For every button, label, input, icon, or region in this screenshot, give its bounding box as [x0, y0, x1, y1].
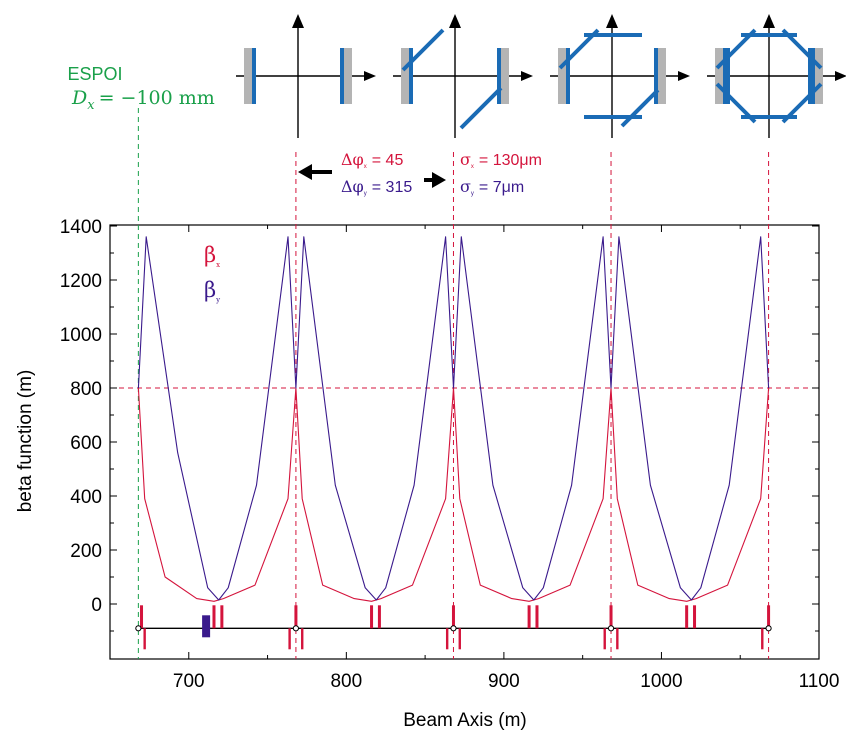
x-tick-label: 900 — [488, 671, 520, 692]
magnet-top — [609, 605, 613, 629]
dphi-x-sub: x — [364, 164, 367, 170]
lattice-marker — [292, 625, 300, 632]
sigma-y-sub: y — [471, 191, 474, 197]
guide-lines — [110, 108, 819, 659]
lattice-dark-block — [202, 615, 211, 638]
magnet-top — [220, 605, 224, 629]
espoi-dispersion-value: = −100 mm — [99, 87, 215, 109]
legend-beta-x-symbol: β — [204, 243, 216, 267]
legend-beta-y-symbol: β — [204, 278, 216, 302]
lattice-marker — [135, 625, 142, 632]
series-beta-y-line — [137, 236, 770, 601]
y-tick-label: 600 — [70, 433, 102, 454]
y-tick-label: 1000 — [60, 325, 102, 346]
magnet-top — [377, 605, 381, 629]
x-tick-label: 800 — [330, 671, 362, 692]
y-tick-label: 200 — [70, 541, 102, 562]
arrow-right-icon — [432, 172, 446, 188]
x-tick-label: 1000 — [640, 671, 682, 692]
legend-beta-y-sub: y — [215, 296, 220, 304]
legend-beta-x: βx — [204, 243, 220, 269]
y-tick-label: 0 — [91, 595, 102, 616]
lattice-marker — [765, 625, 772, 632]
magnet-bottom — [603, 628, 606, 650]
y-axis-title: beta function (m) — [15, 370, 36, 513]
y-tick-label: 1200 — [60, 271, 102, 292]
espoi-dispersion: Dx = −100 mm — [71, 87, 215, 113]
axis-ticks: 700 800 900 1000 1100 0 200 400 600 800 1000 1200 14… — [60, 217, 840, 692]
legend-beta-y: βy — [204, 278, 220, 304]
dphi-x-text: Δφx = 45 — [341, 150, 403, 170]
sigma-y-text: σy = 7μm — [460, 177, 524, 197]
sigma-x-value: = 130μm — [479, 152, 542, 169]
sigma-x-text: σx = 130μm — [460, 150, 542, 170]
x-axis-title: Beam Axis (m) — [403, 710, 527, 731]
magnet-bottom — [616, 628, 619, 650]
magnet-top — [527, 605, 531, 629]
magnet-top — [140, 605, 144, 629]
collimator-diagrams — [236, 14, 846, 138]
espoi-label: ESPOI — [67, 64, 122, 84]
dphi-y-text: Δφy = 315 — [341, 177, 412, 197]
magnet-bottom — [143, 628, 146, 650]
magnet-top — [685, 605, 689, 629]
y-tick-label: 800 — [70, 379, 102, 400]
sigma-x-sub: x — [471, 164, 474, 170]
magnet-top — [212, 605, 216, 629]
collimator-diagram-4 — [707, 14, 846, 138]
espoi-dispersion-sub: x — [87, 98, 95, 113]
series-lines — [137, 236, 770, 602]
lattice-elements — [135, 605, 772, 650]
plot-frame — [109, 224, 820, 660]
magnet-bottom — [288, 628, 291, 650]
sigma-x-symbol: σ — [460, 150, 471, 169]
collimator-diagram-3 — [550, 14, 690, 138]
magnet-bottom — [301, 628, 304, 650]
magnet-bottom — [458, 628, 461, 650]
magnet-top — [693, 605, 697, 629]
y-tick-label: 400 — [70, 487, 102, 508]
sigma-y-symbol: σ — [460, 177, 471, 196]
dphi-y-sub: y — [364, 191, 367, 197]
magnet-bottom — [445, 628, 449, 650]
dphi-y-value: = 315 — [372, 179, 413, 196]
magnet-top — [370, 605, 374, 629]
y-tick-label: 1400 — [60, 217, 102, 238]
magnet-top — [294, 605, 298, 629]
legend-beta-x-sub: x — [216, 261, 220, 269]
dphi-x-symbol: Δφ — [341, 150, 364, 169]
magnet-bottom — [761, 628, 764, 650]
x-tick-label: 700 — [173, 671, 205, 692]
collimator-diagram-1 — [236, 14, 376, 138]
collimator-diagram-2 — [393, 14, 533, 138]
phase-annotation: Δφx = 45 Δφy = 315 σx = 130μm σy = 7μm — [298, 150, 542, 197]
lattice-marker — [450, 625, 457, 632]
x-tick-label: 1100 — [799, 671, 840, 692]
espoi-dispersion-symbol: D — [71, 87, 87, 109]
arrow-left-icon — [298, 164, 312, 180]
magnet-top — [767, 605, 771, 629]
dphi-x-value: = 45 — [372, 152, 404, 169]
lattice-marker — [607, 625, 615, 632]
magnet-top — [451, 605, 455, 629]
dphi-y-symbol: Δφ — [341, 177, 364, 196]
sigma-y-value: = 7μm — [479, 179, 524, 196]
magnet-top — [535, 605, 539, 629]
